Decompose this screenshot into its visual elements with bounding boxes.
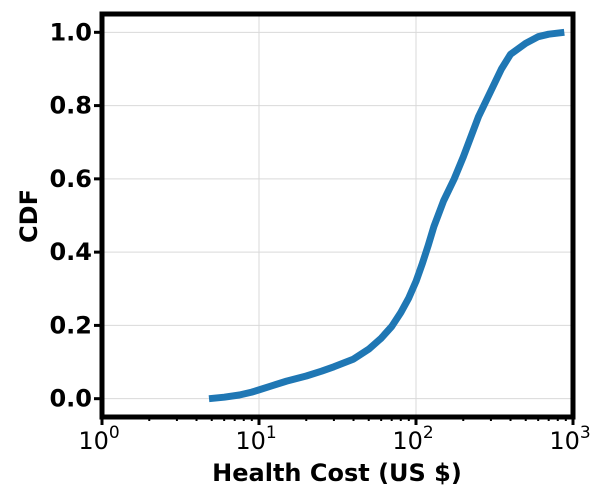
y-tick-label: 0.0	[49, 385, 92, 413]
x-tick-layer: 100 101 102 103	[78, 417, 591, 455]
y-tick-label: 0.4	[49, 238, 92, 266]
plot-frame	[99, 11, 576, 420]
y-tick-label: 0.2	[49, 311, 92, 339]
y-axis-label: CDF	[15, 189, 43, 243]
x-tick-label: 100	[78, 423, 119, 455]
x-axis-label: Health Cost (US $)	[212, 459, 462, 487]
x-tick-label: 103	[549, 423, 590, 455]
cdf-series-line	[208, 28, 565, 403]
x-tick-label: 102	[392, 423, 433, 455]
x-tick-label: 101	[235, 423, 276, 455]
y-tick-label: 1.0	[49, 18, 92, 46]
y-tick-label: 0.6	[49, 165, 92, 193]
y-tick-label: 0.8	[49, 92, 92, 120]
series-layer	[208, 28, 565, 403]
y-tick-layer: 0.0 0.2 0.4 0.6 0.8 1.0	[49, 18, 102, 413]
